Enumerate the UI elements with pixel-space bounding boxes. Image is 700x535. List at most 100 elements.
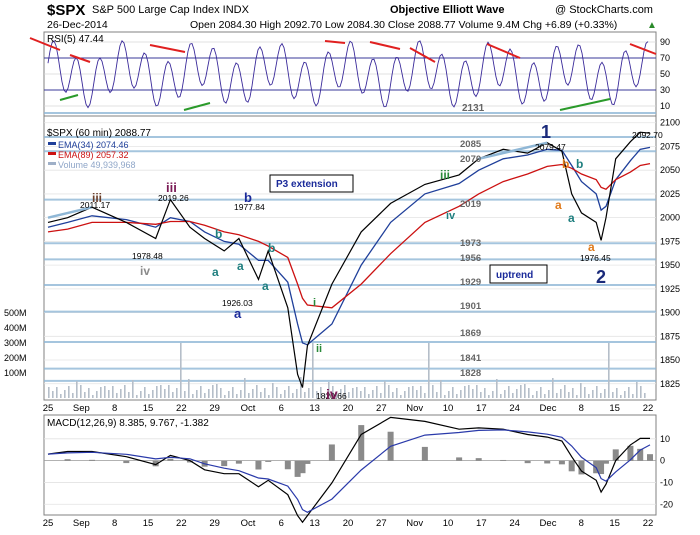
macd-histogram-bar [612, 449, 619, 461]
price-tick-label: 1850 [660, 355, 680, 365]
volume-bar [452, 387, 454, 398]
macd-histogram-bar [186, 460, 193, 463]
volume-bar [460, 390, 462, 398]
volume-bar [456, 394, 458, 398]
x-axis-label: Oct [241, 518, 256, 529]
volume-bar [576, 395, 578, 398]
macd-histogram-bar [598, 460, 605, 475]
volume-bar [152, 390, 154, 398]
volume-bar [252, 389, 254, 398]
volume-bar [192, 394, 194, 398]
volume-bar [48, 387, 50, 398]
x-axis-label: Sep [73, 518, 90, 529]
legend-volume: Volume 49,939,968 [58, 160, 136, 170]
macd-histogram-bar [328, 444, 335, 461]
price-tick-label: 1825 [660, 379, 680, 389]
macd-histogram-bar [637, 448, 644, 461]
legend-ema89-swatch [48, 152, 56, 155]
x-axis-label: 6 [279, 518, 284, 529]
macd-histogram-bar [421, 446, 428, 461]
legend-volume-swatch [48, 162, 56, 165]
level-1901: 1901 [460, 301, 482, 312]
volume-bar [492, 391, 494, 398]
volume-bar [360, 391, 362, 398]
wave-label-a-1: a [212, 265, 219, 279]
volume-bar [396, 388, 398, 398]
volume-bar [112, 386, 114, 398]
volume-bar [172, 392, 174, 398]
x-axis-label: 8 [112, 403, 117, 414]
uptrend-box [489, 264, 548, 284]
wave-label-a-2: a [262, 279, 269, 293]
chart-title: $SPX [47, 2, 85, 19]
volume-bar [508, 386, 510, 398]
volume-bar [204, 393, 206, 398]
volume-bar [76, 381, 78, 398]
volume-bar [52, 391, 54, 398]
rsi-divergence-line [29, 37, 61, 51]
rsi-tick-label: 30 [660, 85, 670, 95]
macd-histogram-bar [294, 460, 301, 477]
x-axis-label: 13 [309, 518, 320, 529]
rsi-divergence-line [559, 98, 611, 111]
x-axis-label: 17 [476, 403, 487, 414]
x-axis-label: 20 [343, 403, 354, 414]
x-axis-label: 10 [443, 518, 454, 529]
legend-ema89: EMA(89) 2057.32 [58, 150, 129, 160]
x-axis-label: 6 [279, 403, 284, 414]
volume-bar [100, 387, 102, 398]
volume-bar [296, 389, 298, 398]
level-1956: 1956 [460, 253, 481, 264]
level-2085: 2085 [460, 139, 482, 150]
volume-bar [420, 386, 422, 398]
price-label-1820-66: 1820.66 [316, 391, 347, 401]
wave-label-iii-sep: iii [166, 180, 177, 195]
volume-bar [272, 383, 274, 398]
volume-bar [372, 390, 374, 398]
volume-bar [320, 387, 322, 398]
volume-bar [444, 395, 446, 398]
volume-bar [560, 389, 562, 398]
wave-label-iv-sep: iv [140, 264, 150, 278]
volume-bar [316, 391, 318, 398]
volume-tick-label: 100M [4, 368, 27, 378]
macd-tick-label: -20 [660, 499, 673, 509]
x-axis-label: 8 [579, 518, 584, 529]
trendline [47, 206, 93, 219]
price-label-1976-45: 1976.45 [580, 253, 611, 263]
wave-label-b-2: b [244, 190, 252, 205]
volume-bar [436, 392, 438, 398]
volume-bar [480, 392, 482, 398]
price-label-2019-26: 2019.26 [158, 193, 189, 203]
price-tick-label: 2050 [660, 165, 680, 175]
rsi-divergence-line [324, 40, 346, 44]
volume-bar [392, 392, 394, 398]
x-axis-label: 13 [309, 403, 320, 414]
x-axis-label: 29 [209, 403, 220, 414]
volume-bar [212, 385, 214, 398]
price-tick-label: 1900 [660, 308, 680, 318]
volume-bar [216, 384, 218, 398]
volume-bar [464, 386, 466, 398]
volume-bar [256, 385, 258, 398]
volume-bar [520, 385, 522, 398]
volume-bar [428, 343, 430, 398]
volume-bar [292, 393, 294, 398]
price-label-1977-84: 1977.84 [234, 202, 265, 212]
volume-bar [632, 394, 634, 398]
macd-histogram-bar [558, 460, 565, 465]
rsi-tick-label: 70 [660, 53, 670, 63]
volume-bar [148, 394, 150, 398]
volume-bar [220, 388, 222, 398]
chart-subtitle: S&P 500 Large Cap Index INDX [92, 4, 250, 16]
volume-bar [412, 386, 414, 398]
volume-bar [340, 389, 342, 398]
macd-histogram-bar [255, 460, 262, 470]
price-label-1978-48: 1978.48 [132, 251, 163, 261]
macd-histogram-bar [265, 460, 272, 462]
volume-bar [144, 387, 146, 398]
macd-histogram-bar [167, 458, 174, 461]
volume-bar [536, 391, 538, 398]
macd-tick-label: -10 [660, 477, 673, 487]
macd-tick-label: 10 [660, 434, 670, 444]
